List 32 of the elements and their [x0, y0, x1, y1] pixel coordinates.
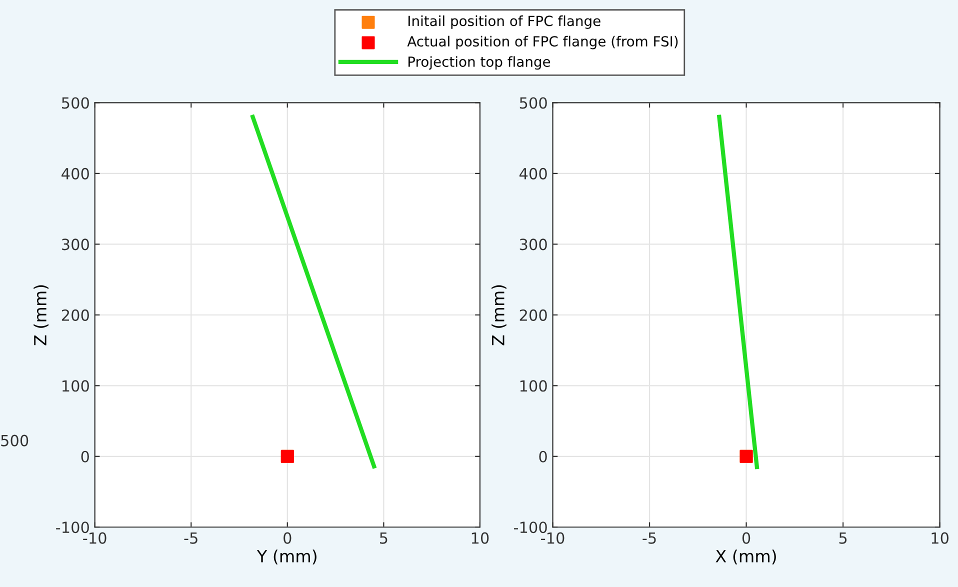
y-axis-title: Z (mm) — [492, 285, 506, 346]
x-axis-title: Y (mm) — [256, 550, 316, 564]
y-tick-label: -100 — [56, 522, 89, 534]
y-tick-label: 200 — [62, 309, 89, 321]
y-tick-label: 300 — [62, 238, 89, 250]
y-tick-label: 500 — [62, 97, 89, 109]
text: 500 — [1, 434, 28, 446]
x-tick-label: -5 — [642, 532, 656, 544]
legend-label: Projection top flange — [408, 56, 550, 70]
y-tick-label: 400 — [519, 168, 547, 180]
x-tick-label: 10 — [932, 532, 949, 544]
x-axis-title: X (mm) — [716, 550, 776, 564]
y-tick-label: 0 — [539, 450, 547, 462]
y-axis-title: Z (mm) — [34, 285, 48, 346]
y-tick-label: -100 — [514, 522, 547, 534]
legend-label: Actual position of FPC flange (from FSI) — [407, 36, 678, 50]
y-tick-label: 500 — [520, 97, 547, 109]
x-tick-label: 5 — [380, 532, 388, 544]
y-tick-label: 200 — [520, 309, 547, 321]
x-tick-label: 0 — [742, 532, 750, 544]
x-tick-label: 5 — [839, 532, 847, 544]
x-tick-label: -10 — [541, 532, 564, 544]
x-tick-label: 10 — [472, 532, 489, 544]
y-tick-label: 100 — [520, 380, 547, 392]
text: Initail position of FPC flange — [408, 15, 600, 29]
x-tick-label: -5 — [184, 532, 198, 544]
y-tick-label: 0 — [81, 450, 89, 462]
y-tick-label: 100 — [62, 380, 89, 392]
x-tick-label: -10 — [83, 532, 106, 544]
x-tick-label: 0 — [284, 532, 292, 544]
y-tick-label: 300 — [520, 238, 547, 250]
y-tick-label: 400 — [62, 168, 89, 180]
